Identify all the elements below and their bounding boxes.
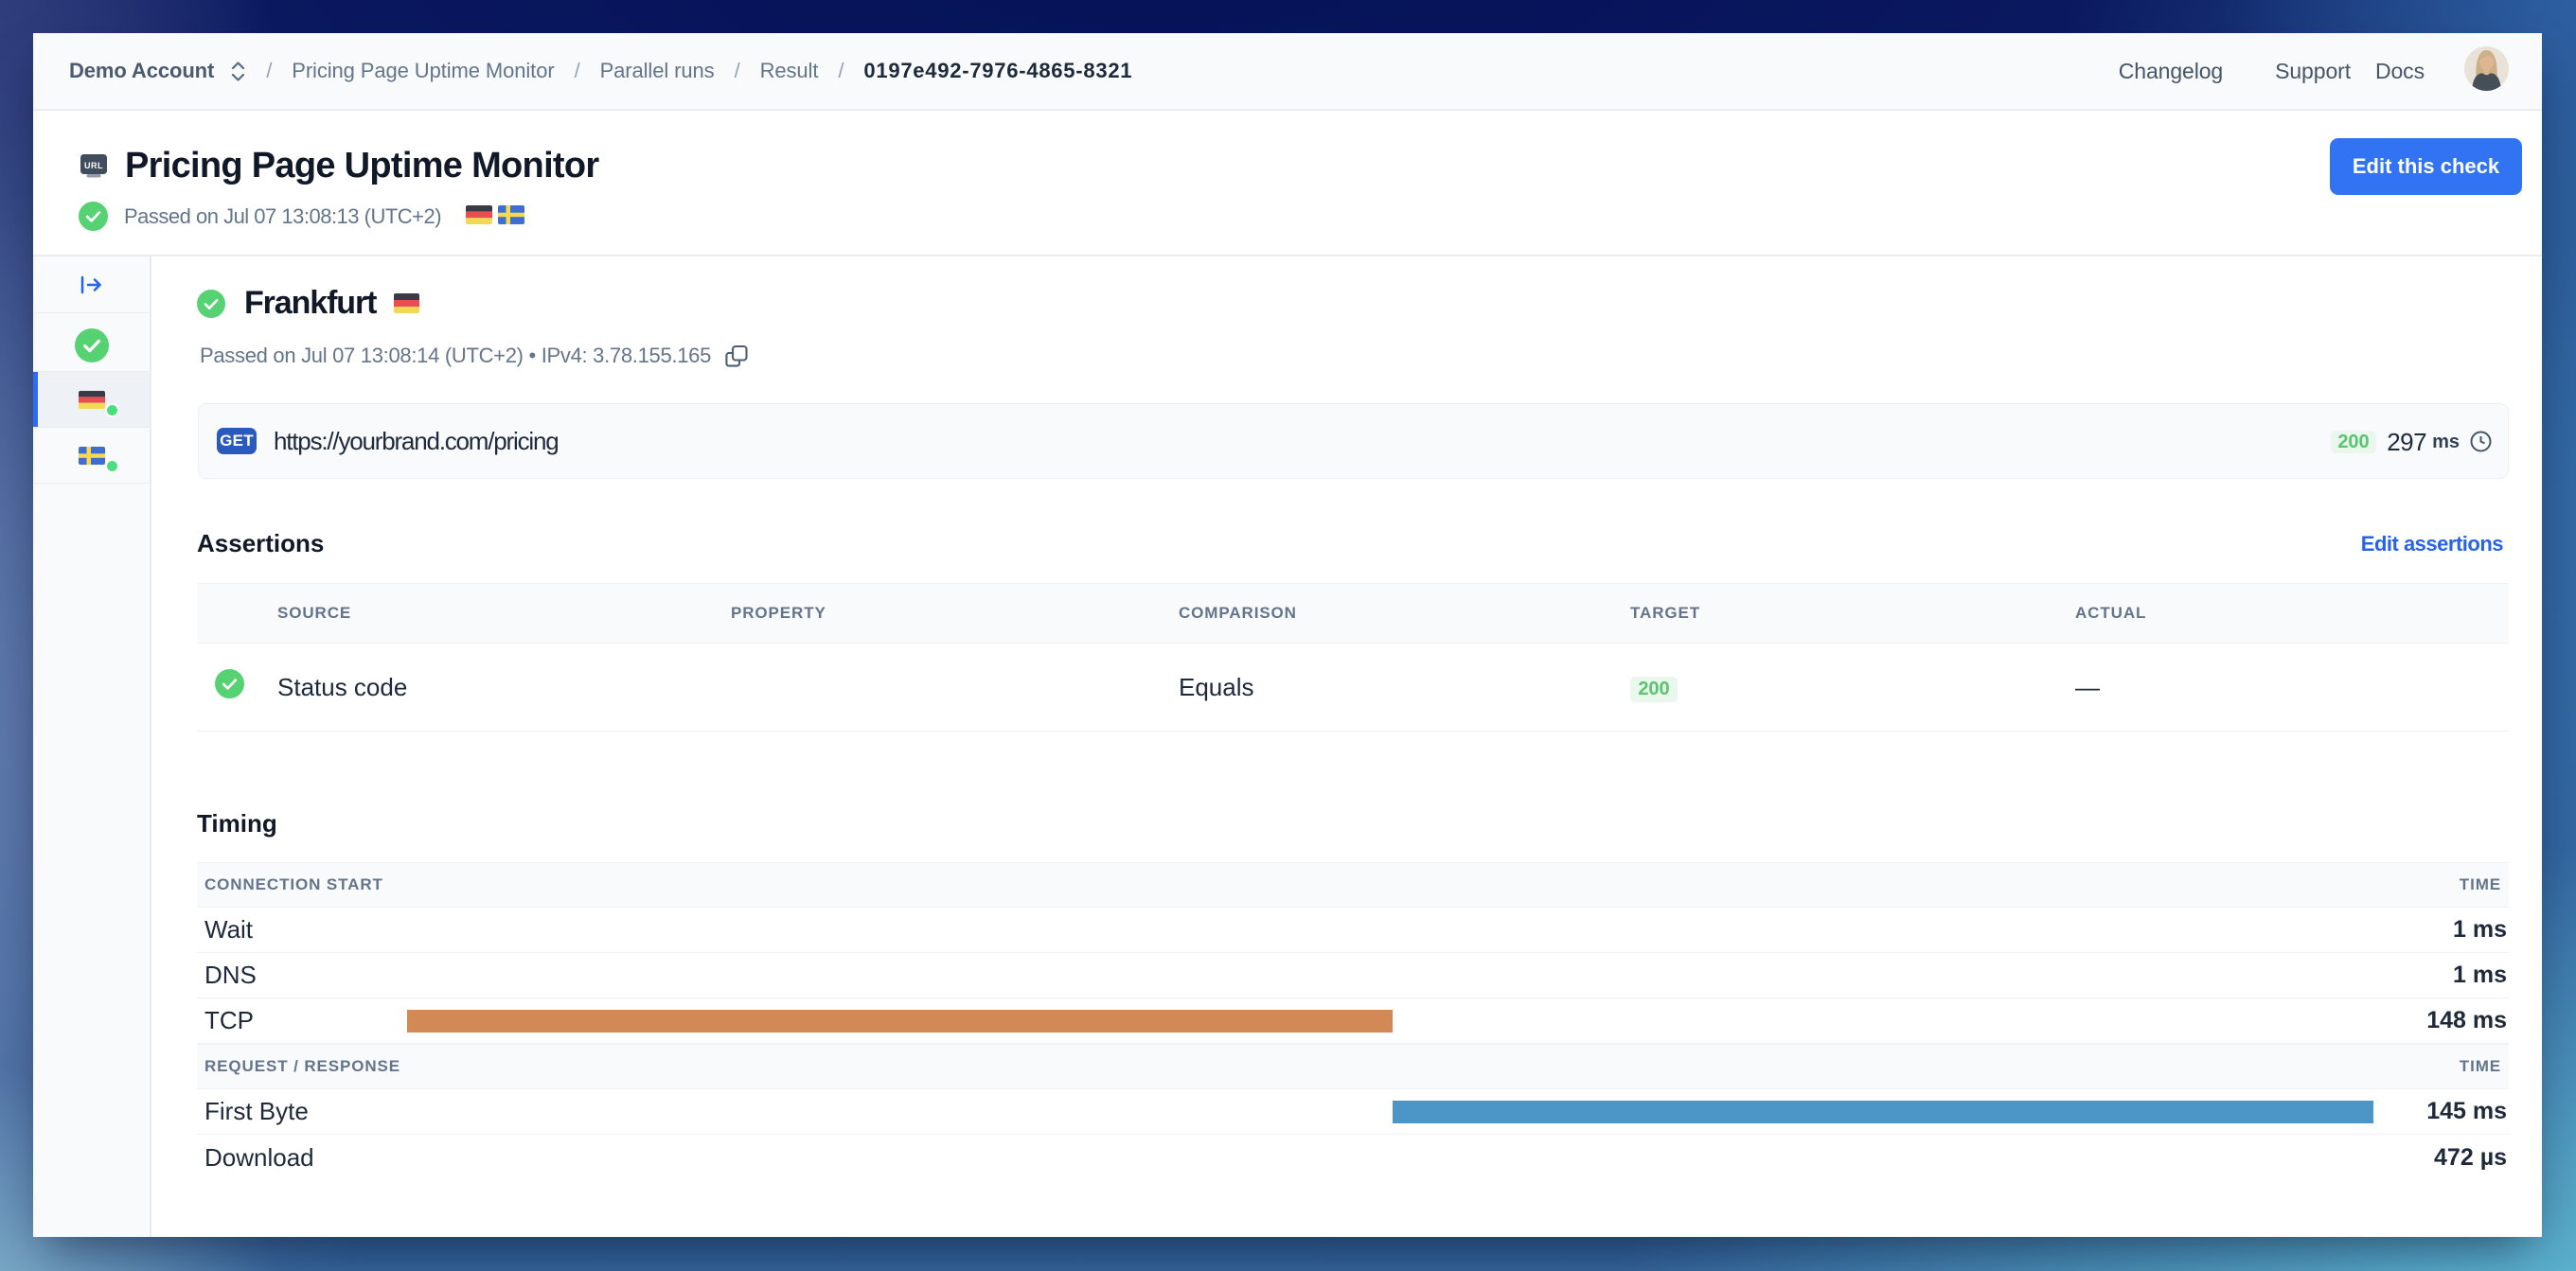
svg-text:URL: URL [84, 161, 103, 170]
